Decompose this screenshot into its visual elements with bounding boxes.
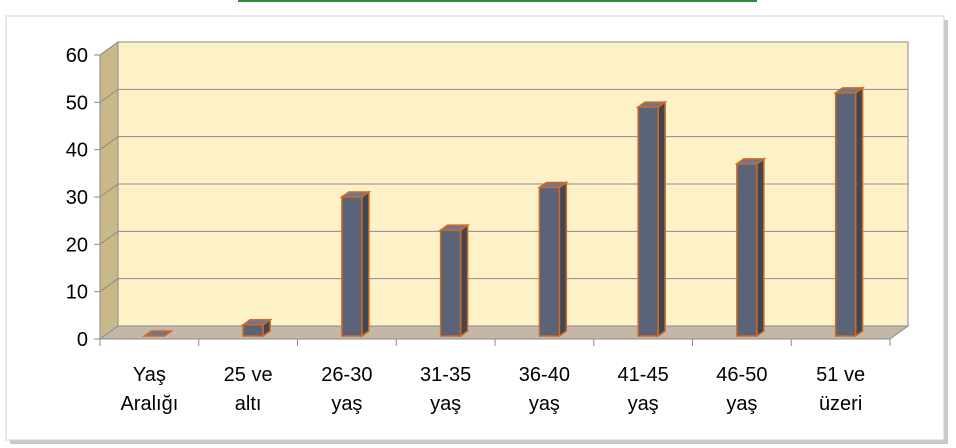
bar-front (834, 92, 857, 337)
y-tick-label: 40 (66, 140, 88, 162)
bar-side (558, 181, 568, 338)
bar-front (242, 324, 264, 337)
x-tick-label-line: Aralığı (120, 393, 178, 415)
bar-front (341, 196, 363, 337)
bar-front (439, 229, 462, 337)
chart-floor (98, 325, 910, 340)
x-tick-label-line: yaş (726, 393, 757, 415)
bar-side (361, 190, 370, 338)
x-tick-label-line: altı (235, 393, 262, 415)
bar (734, 157, 767, 338)
y-tick-label: 50 (66, 92, 88, 114)
x-tick-label-line: 41-45 (618, 364, 669, 386)
bar-front (538, 186, 561, 337)
y-tick-label: 0 (77, 329, 88, 351)
x-tick-label-line: üzeri (819, 393, 862, 415)
bar-side (459, 223, 469, 338)
x-tick-label: 41-45 yaş (618, 364, 669, 415)
x-tick-label-line: Yaş (133, 364, 166, 386)
bar (142, 330, 174, 337)
x-tick-label-line: 31-35 (420, 364, 471, 386)
x-tick-label-line: yaş (331, 393, 362, 415)
x-tick-label-line: yaş (628, 393, 659, 415)
x-tick-label-line: 26-30 (321, 364, 372, 386)
gridline (99, 41, 908, 56)
bar-front (637, 106, 659, 337)
y-tick-label: 10 (66, 282, 88, 304)
x-tick-label: 51 ve üzeri (816, 364, 865, 415)
gridline (99, 88, 908, 103)
bar-front (736, 163, 758, 337)
bar (537, 181, 569, 338)
x-tick-label-line: 51 ve (816, 364, 865, 386)
x-tick-label-line: 36-40 (519, 364, 570, 386)
bar-side (756, 157, 765, 338)
bar (438, 223, 470, 338)
x-tick-label-line: yaş (430, 393, 461, 415)
y-tick-label: 30 (66, 187, 88, 209)
x-tick-label: 36-40 yaş (519, 364, 570, 415)
x-tick-label: 26-30 yaş (321, 364, 372, 415)
y-tick-label: 20 (66, 234, 88, 256)
bar-top (142, 330, 174, 337)
x-tick-label-line: 25 ve (224, 364, 273, 386)
bar (833, 86, 865, 338)
x-tick-label: 31-35 yaş (420, 364, 471, 415)
bar-side (854, 86, 864, 338)
bar (635, 100, 668, 338)
x-tick-label-line: yaş (529, 393, 560, 415)
bar-side (657, 100, 666, 338)
y-tick-label: 60 (66, 45, 88, 67)
bar (339, 190, 372, 338)
x-tick-label: Yaş Aralığı (120, 364, 178, 415)
x-tick-label: 46-50 yaş (716, 364, 767, 415)
x-tick-label-line: 46-50 (716, 364, 767, 386)
x-tick-label: 25 ve altı (224, 364, 273, 415)
bar (240, 318, 273, 338)
